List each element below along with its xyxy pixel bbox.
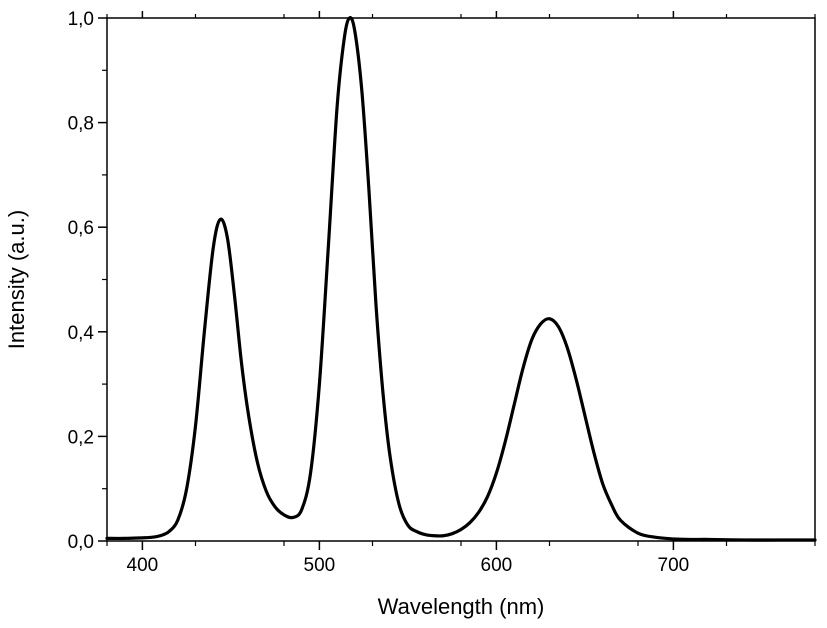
y-tick-label: 1,0 [68, 9, 94, 30]
plot-border [106, 17, 816, 542]
series-layer [105, 16, 817, 542]
x-tick-label: 600 [481, 555, 513, 576]
axis-ticks [98, 11, 816, 550]
y-tick-label: 0,6 [68, 218, 94, 239]
x-tick-label: 700 [658, 555, 690, 576]
y-axis-title: Intensity (a.u.) [4, 210, 29, 349]
x-axis-title: Wavelength (nm) [378, 594, 545, 619]
x-tick-label: 400 [127, 555, 159, 576]
x-tick-label: 500 [304, 555, 336, 576]
y-tick-label: 0,8 [68, 114, 94, 135]
series-line [105, 16, 817, 542]
y-tick-label: 0,4 [68, 323, 95, 344]
y-tick-label: 0,2 [68, 427, 94, 448]
plot-frame [106, 17, 816, 542]
y-tick-label: 0,0 [68, 532, 94, 553]
axis-tick-labels: 400 500 600 700 0,0 0,2 0,4 0,6 0,8 1,0 [68, 9, 690, 576]
